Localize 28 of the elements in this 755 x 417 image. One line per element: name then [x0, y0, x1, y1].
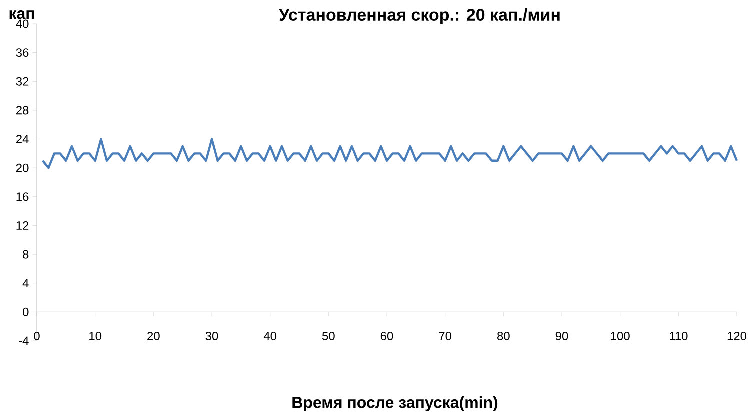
y-tick-label: 0: [23, 308, 29, 316]
y-tick-label: 24: [16, 135, 29, 144]
x-tick-label: 120: [728, 332, 747, 340]
x-tick-label: 80: [498, 332, 510, 340]
x-axis-title: Время после запуска(min): [292, 396, 498, 412]
y-tick-label: 32: [16, 77, 29, 86]
y-tick-label: 20: [16, 164, 29, 172]
x-tick-label: 20: [148, 332, 160, 340]
y-tick-label: 36: [16, 48, 29, 58]
x-tick-label: 50: [322, 332, 335, 340]
x-tick-label: 10: [90, 332, 102, 340]
x-tick-label: 40: [264, 332, 277, 340]
y-tick-label: -4: [19, 336, 29, 346]
x-tick-label: 90: [556, 332, 568, 340]
x-tick-label: 30: [206, 332, 218, 340]
x-tick-label: 60: [380, 332, 394, 340]
y-tick-label: 8: [23, 250, 29, 259]
x-tick-label: 0: [34, 332, 40, 340]
x-tick-label: 100: [611, 332, 630, 340]
y-tick-label: 12: [16, 222, 29, 230]
chart-title: Установленная скор.: 20 кап./мин: [278, 8, 560, 24]
y-tick-label: 16: [16, 192, 29, 202]
x-tick-label: 70: [439, 332, 452, 340]
y-tick-label: 40: [16, 20, 29, 28]
x-tick-label: 110: [670, 332, 688, 340]
y-axis-title: кап: [10, 10, 34, 20]
y-tick-label: 28: [16, 106, 29, 115]
y-tick-label: 4: [22, 279, 29, 288]
